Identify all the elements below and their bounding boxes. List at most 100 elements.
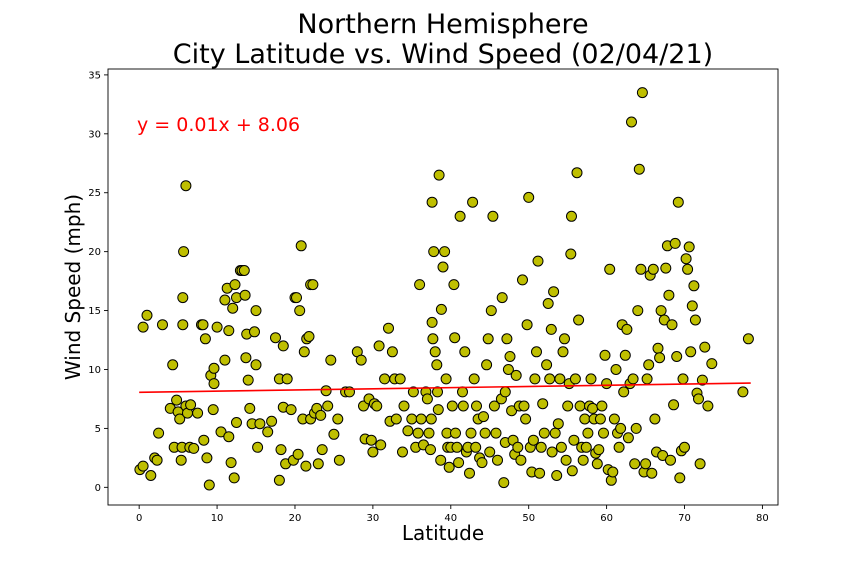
data-point: [425, 413, 437, 425]
data-point: [145, 470, 157, 481]
data-point: [665, 454, 676, 466]
data-point: [333, 454, 345, 466]
data-point: [521, 319, 533, 331]
chart-title-line2: City Latitude vs. Wind Speed (02/04/21): [173, 39, 713, 70]
data-point: [555, 441, 567, 453]
data-point: [630, 422, 642, 434]
data-point: [535, 441, 547, 453]
data-point: [451, 441, 463, 453]
x-tick-label: 50: [522, 513, 535, 524]
data-point: [677, 373, 689, 385]
data-point: [277, 340, 289, 352]
data-point: [610, 364, 622, 375]
data-point: [636, 87, 648, 99]
data-point: [599, 349, 611, 361]
data-point: [655, 305, 667, 317]
data-point: [693, 393, 704, 405]
data-point: [435, 454, 447, 466]
data-point: [696, 374, 708, 386]
data-point: [457, 386, 468, 398]
data-point: [443, 461, 455, 473]
data-point: [250, 305, 262, 317]
data-point: [499, 386, 511, 398]
data-point: [171, 394, 183, 406]
x-tick-label: 40: [444, 513, 457, 524]
data-point: [355, 354, 367, 366]
data-point: [450, 427, 461, 439]
data-point: [303, 331, 315, 342]
data-point: [562, 400, 574, 412]
y-tick-label: 25: [88, 188, 101, 199]
data-point: [560, 454, 572, 466]
data-point: [622, 432, 634, 444]
data-point: [249, 326, 260, 338]
data-point: [375, 439, 387, 451]
data-point: [596, 400, 608, 412]
data-point: [532, 255, 544, 267]
data-point: [527, 434, 539, 446]
data-point: [371, 400, 383, 412]
data-point: [482, 333, 494, 345]
data-point: [481, 359, 493, 371]
data-point: [613, 441, 625, 453]
data-point: [682, 263, 694, 275]
data-point: [598, 427, 609, 439]
data-point: [211, 321, 223, 333]
data-point: [141, 309, 153, 321]
data-point: [198, 434, 210, 446]
data-point: [582, 427, 594, 439]
y-axis-label: Wind Speed (mph): [61, 194, 85, 380]
data-point: [476, 457, 488, 469]
data-point: [542, 298, 554, 309]
data-point: [252, 441, 264, 453]
regression-equation: y = 0.01x + 8.06: [137, 114, 300, 136]
data-point: [568, 434, 580, 446]
data-point: [464, 467, 475, 479]
data-point: [671, 351, 683, 362]
x-tick-label: 10: [211, 513, 224, 524]
data-point: [635, 263, 647, 275]
data-point: [641, 373, 653, 385]
data-point: [421, 393, 433, 405]
data-point: [742, 333, 754, 345]
data-point: [426, 316, 438, 328]
data-point: [228, 472, 240, 484]
data-point: [619, 349, 631, 361]
data-point: [178, 246, 190, 258]
data-point: [510, 369, 522, 381]
data-point: [689, 314, 701, 326]
data-point: [573, 314, 585, 326]
data-point: [629, 458, 641, 470]
data-point: [197, 319, 209, 331]
data-point: [227, 302, 239, 314]
data-point: [316, 444, 328, 456]
data-point: [478, 411, 489, 423]
data-point: [680, 253, 692, 265]
data-point: [546, 446, 558, 458]
data-point: [531, 346, 542, 358]
data-point: [254, 418, 266, 430]
data-point: [544, 373, 556, 385]
data-point: [652, 342, 664, 354]
data-point: [423, 427, 435, 439]
data-point: [565, 248, 577, 260]
data-point: [640, 458, 652, 470]
x-tick-label: 70: [678, 513, 691, 524]
chart-title-line1: Northern Hemisphere: [297, 9, 588, 40]
data-point: [215, 426, 227, 438]
data-point: [223, 431, 235, 443]
data-point: [320, 385, 332, 397]
data-point: [534, 467, 546, 479]
data-point: [559, 333, 570, 345]
data-point: [425, 444, 436, 456]
data-point: [432, 386, 443, 398]
data-point: [552, 418, 564, 430]
y-tick-label: 5: [95, 424, 101, 435]
data-point: [229, 279, 241, 291]
data-point: [208, 362, 220, 374]
data-point: [437, 261, 449, 273]
data-point: [449, 332, 461, 344]
data-point: [518, 400, 530, 412]
data-point: [504, 351, 516, 362]
